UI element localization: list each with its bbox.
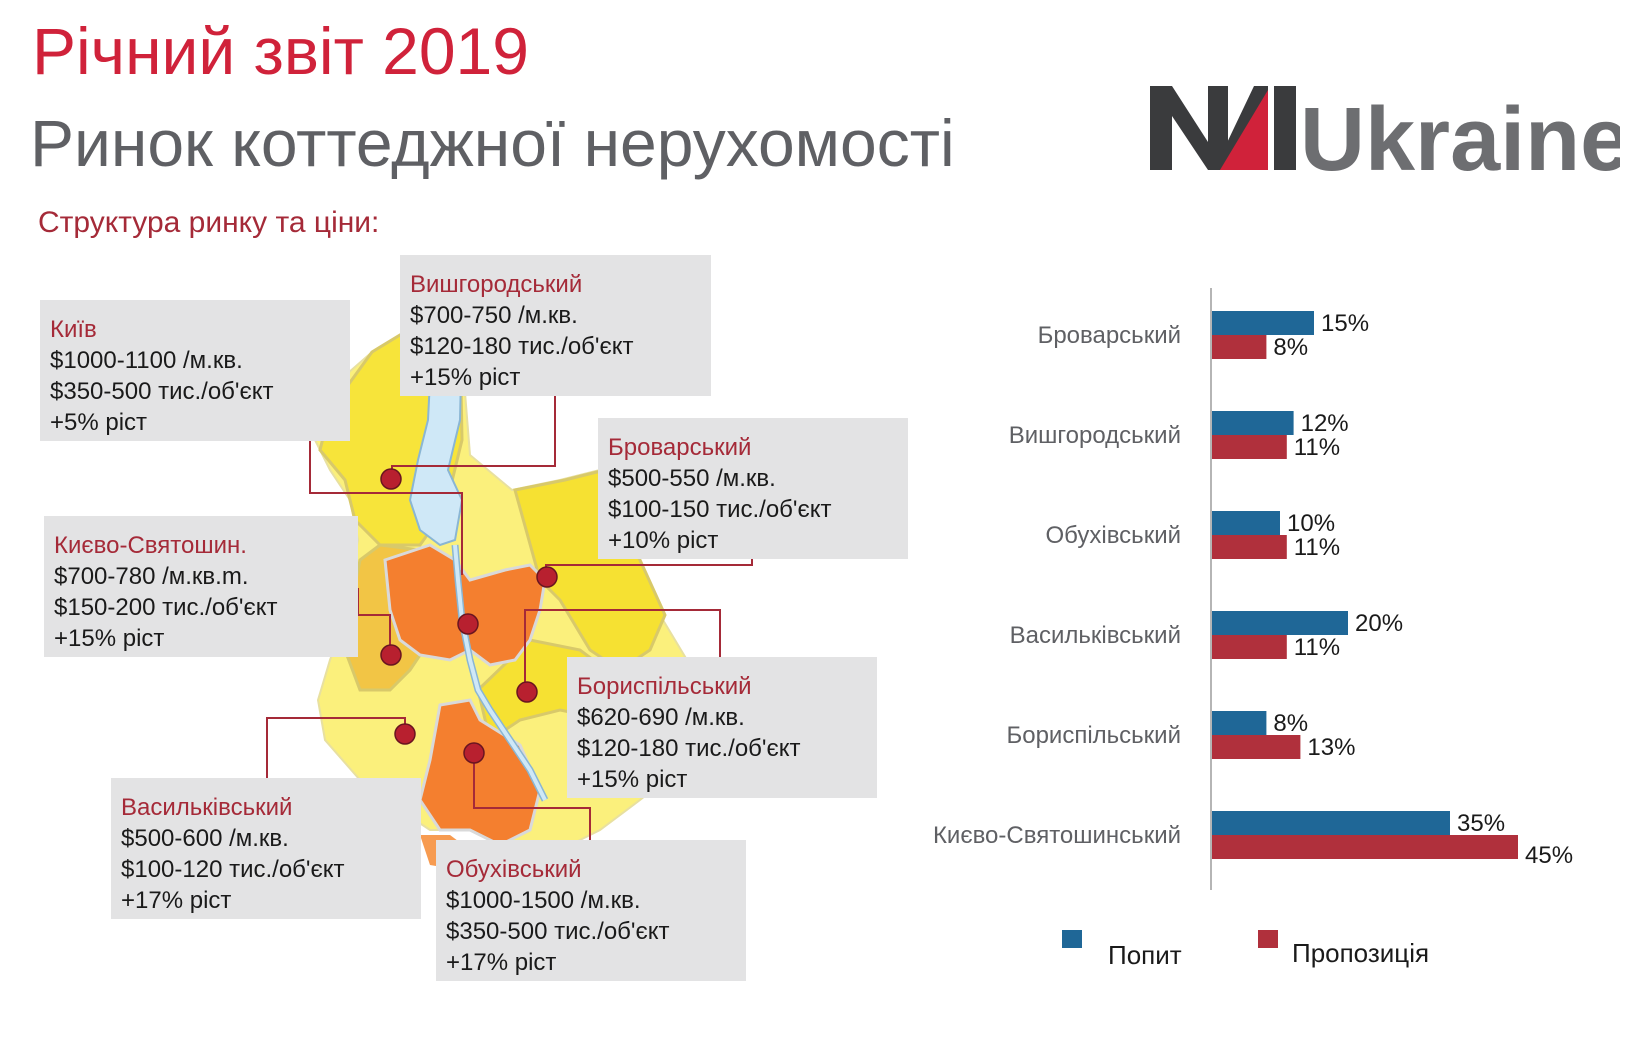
chart-legend: Попит Пропозиція (1062, 930, 1600, 1010)
bar-supply (1212, 435, 1287, 459)
report-title: Річний звіт 2019 (32, 14, 529, 88)
region-price-m2: $620-690 /м.кв. (577, 704, 745, 731)
region-name: Київ (50, 316, 97, 343)
marker-vyshhorod[interactable] (380, 468, 402, 490)
legend-swatch-supply (1258, 930, 1278, 948)
category-label: Києво-Святошинський (933, 822, 1181, 849)
bar-demand (1212, 411, 1294, 435)
legend-swatch-demand (1062, 930, 1082, 948)
region-price-object: $120-180 тис./об'єкт (577, 735, 801, 762)
region-growth: +15% ріст (54, 625, 165, 652)
region-card-kyiv[interactable]: Київ $1000-1100 /м.кв. $350-500 тис./об'… (40, 300, 350, 441)
region-name: Обухівський (446, 856, 582, 883)
region-growth: +17% ріст (121, 887, 232, 914)
region-markers (380, 468, 558, 764)
marker-boryspil[interactable] (516, 681, 538, 703)
region-price-object: $350-500 тис./об'єкт (446, 918, 670, 945)
region-name: Васильківський (121, 794, 293, 821)
bar-value-label: 35% (1457, 810, 1505, 837)
region-name: Бориспільський (577, 673, 752, 700)
marker-obukhiv[interactable] (463, 742, 485, 764)
bar-supply (1212, 635, 1287, 659)
bar-supply (1212, 835, 1518, 859)
marker-kyiv[interactable] (457, 613, 479, 635)
marker-kyiv-sviatoshyn[interactable] (380, 644, 402, 666)
nai-ukraine-logo: Ukraine (1150, 80, 1620, 180)
region-price-m2: $700-780 /м.кв.m. (54, 563, 249, 590)
region-growth: +15% ріст (577, 766, 688, 793)
region-card-brovary[interactable]: Броварський $500-550 /м.кв. $100-150 тис… (598, 418, 908, 559)
category-label: Обухівський (1045, 522, 1181, 549)
bar-supply (1212, 335, 1267, 359)
bar-value-label: 11% (1294, 534, 1340, 561)
region-growth: +5% ріст (50, 409, 148, 436)
bar-value-label: 11% (1294, 434, 1340, 461)
region-price-m2: $700-750 /м.кв. (410, 302, 578, 329)
region-card-boryspil[interactable]: Бориспільський $620-690 /м.кв. $120-180 … (567, 657, 877, 798)
region-name: Вишгородський (410, 271, 583, 298)
bar-value-label: 20% (1355, 610, 1403, 637)
category-label: Броварський (1038, 322, 1181, 349)
bar-value-label: 45% (1525, 842, 1573, 869)
report-subtitle: Ринок коттеджної нерухомості (30, 106, 955, 180)
region-price-m2: $1000-1500 /м.кв. (446, 887, 641, 914)
bar-demand (1212, 811, 1450, 835)
region-price-object: $150-200 тис./об'єкт (54, 594, 278, 621)
region-card-obukhiv[interactable]: Обухівський $1000-1500 /м.кв. $350-500 т… (436, 840, 746, 981)
category-label: Вишгородський (1009, 422, 1181, 449)
bar-demand (1212, 511, 1280, 535)
legend-label-demand: Попит (1108, 940, 1182, 970)
region-price-object: $350-500 тис./об'єкт (50, 378, 274, 405)
legend-label-supply: Пропозиція (1292, 938, 1430, 968)
region-name: Броварський (608, 434, 752, 461)
bar-value-label: 15% (1321, 310, 1369, 337)
bar-value-label: 8% (1273, 710, 1308, 737)
region-price-m2: $1000-1100 /м.кв. (50, 347, 243, 374)
bar-value-label: 8% (1273, 334, 1308, 361)
category-label: Бориспільський (1006, 722, 1181, 749)
region-card-vyshhorod[interactable]: Вишгородський $700-750 /м.кв. $120-180 т… (400, 255, 711, 396)
marker-brovary[interactable] (536, 566, 558, 588)
region-card-vasylkiv[interactable]: Васильківський $500-600 /м.кв. $100-120 … (111, 778, 421, 919)
region-price-object: $100-150 тис./об'єкт (608, 496, 832, 523)
bar-supply (1212, 535, 1287, 559)
demand-supply-bar-chart: Броварський 15%8%Вишгородський 12%11%Обухі… (933, 288, 1573, 890)
bar-value-label: 10% (1287, 510, 1335, 537)
bar-demand (1212, 311, 1314, 335)
section-title: Структура ринку та ціни: (38, 206, 380, 239)
region-card-kyiv-sviatoshyn[interactable]: Києво-Святошин. $700-780 /м.кв.m. $150-2… (44, 516, 358, 657)
region-growth: +15% ріст (410, 364, 521, 391)
bar-value-label: 13% (1307, 734, 1355, 761)
region-price-m2: $500-550 /м.кв. (608, 465, 776, 492)
region-name: Києво-Святошин. (54, 532, 247, 559)
region-kyiv-city (383, 543, 547, 667)
region-price-m2: $500-600 /м.кв. (121, 825, 289, 852)
bar-demand (1212, 711, 1267, 735)
region-growth: +10% ріст (608, 527, 719, 554)
svg-text:Ukraine: Ukraine (1300, 90, 1620, 180)
region-growth: +17% ріст (446, 949, 557, 976)
bar-supply (1212, 735, 1301, 759)
bar-value-label: 11% (1294, 634, 1340, 661)
region-price-object: $120-180 тис./об'єкт (410, 333, 634, 360)
region-price-object: $100-120 тис./об'єкт (121, 856, 345, 883)
bar-value-label: 12% (1301, 410, 1349, 437)
bar-demand (1212, 611, 1348, 635)
marker-vasylkiv[interactable] (394, 723, 416, 745)
category-label: Васильківський (1010, 622, 1181, 649)
